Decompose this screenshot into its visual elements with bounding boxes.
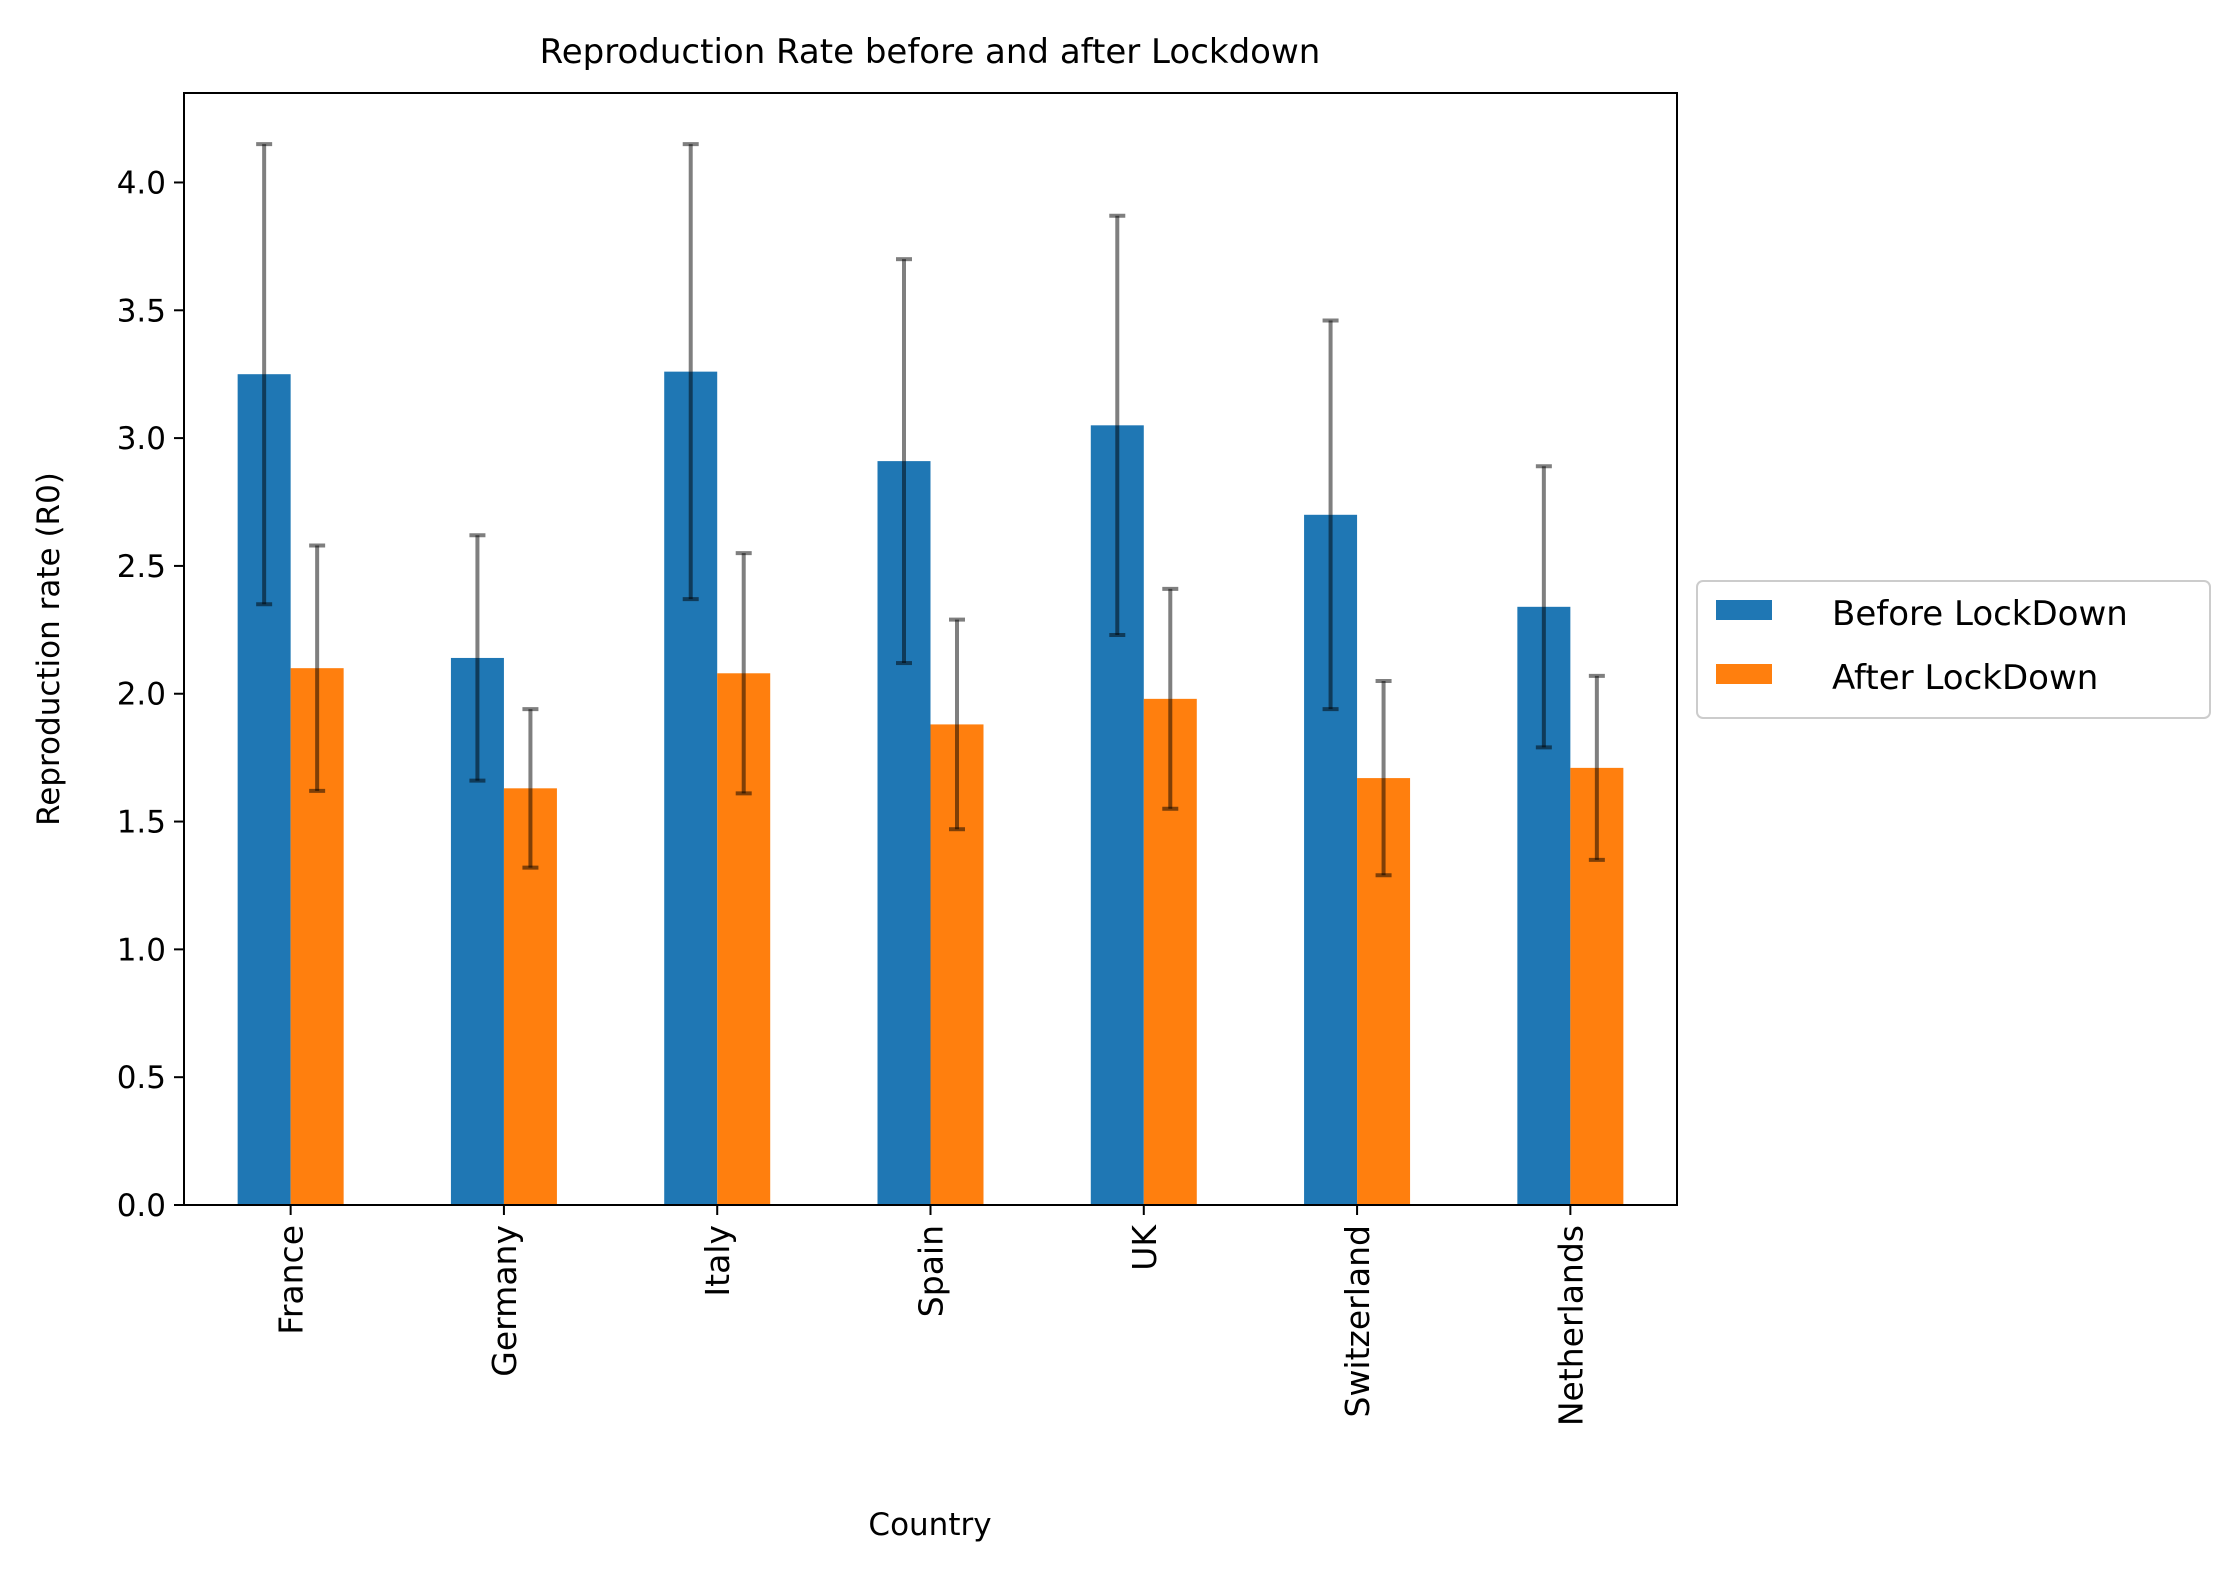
y-tick-label: 4.0 <box>117 165 166 201</box>
legend-swatch-before-lockdown <box>1716 600 1772 620</box>
y-tick-label: 2.0 <box>117 677 166 713</box>
x-tick-label-netherlands: Netherlands <box>1551 1225 1590 1426</box>
y-tick-label: 1.5 <box>117 805 166 841</box>
x-tick-label-france: France <box>272 1225 311 1335</box>
error-bar-before-lockdown-france <box>256 142 273 607</box>
x-tick-label-spain: Spain <box>912 1225 951 1317</box>
error-bar-before-lockdown-italy <box>682 142 699 602</box>
y-tick-label: 0.5 <box>117 1060 166 1096</box>
x-tick-label-switzerland: Switzerland <box>1338 1225 1377 1418</box>
error-bar-after-lockdown-switzerland <box>1375 678 1392 878</box>
error-bar-before-lockdown-switzerland <box>1322 318 1339 712</box>
y-tick-label: 3.5 <box>117 293 166 329</box>
error-bar-after-lockdown-italy <box>735 551 752 796</box>
error-bar-before-lockdown-uk <box>1109 213 1126 637</box>
legend-label-after-lockdown: After LockDown <box>1832 658 2098 698</box>
x-axis: France Germany Italy Spain UK Switzerland Neth… <box>272 1205 1590 1426</box>
y-tick-label: 2.5 <box>117 549 166 585</box>
error-bar-after-lockdown-netherlands <box>1588 673 1605 862</box>
legend-label-before-lockdown: Before LockDown <box>1832 594 2128 634</box>
error-bar-before-lockdown-netherlands <box>1535 464 1552 750</box>
legend-box <box>1696 580 2211 719</box>
error-bars-layer <box>256 142 1605 878</box>
x-axis-label: Country <box>868 1507 991 1543</box>
y-tick-label: 3.0 <box>117 421 166 457</box>
error-bar-after-lockdown-france <box>309 543 326 793</box>
chart-title: Reproduction Rate before and after Lockd… <box>540 32 1321 72</box>
y-axis-label: Reproduction rate (R0) <box>31 472 67 826</box>
error-bar-before-lockdown-spain <box>896 257 912 666</box>
legend: Before LockDown After LockDown <box>1696 580 2211 719</box>
error-bar-after-lockdown-spain <box>949 617 965 832</box>
y-tick-label: 1.0 <box>117 932 166 968</box>
error-bar-after-lockdown-germany <box>522 707 539 870</box>
bars-layer <box>237 371 1624 1206</box>
error-bar-after-lockdown-uk <box>1162 586 1179 811</box>
x-tick-label-italy: Italy <box>698 1225 737 1297</box>
legend-swatch-after-lockdown <box>1716 664 1772 684</box>
y-axis: 0.0 0.5 1.0 1.5 2.0 2.5 3.0 3.5 4.0 <box>117 165 184 1224</box>
error-bar-before-lockdown-germany <box>469 533 486 783</box>
x-tick-label-germany: Germany <box>485 1225 524 1377</box>
x-tick-label-uk: UK <box>1125 1224 1164 1271</box>
y-tick-label: 0.0 <box>117 1188 166 1224</box>
